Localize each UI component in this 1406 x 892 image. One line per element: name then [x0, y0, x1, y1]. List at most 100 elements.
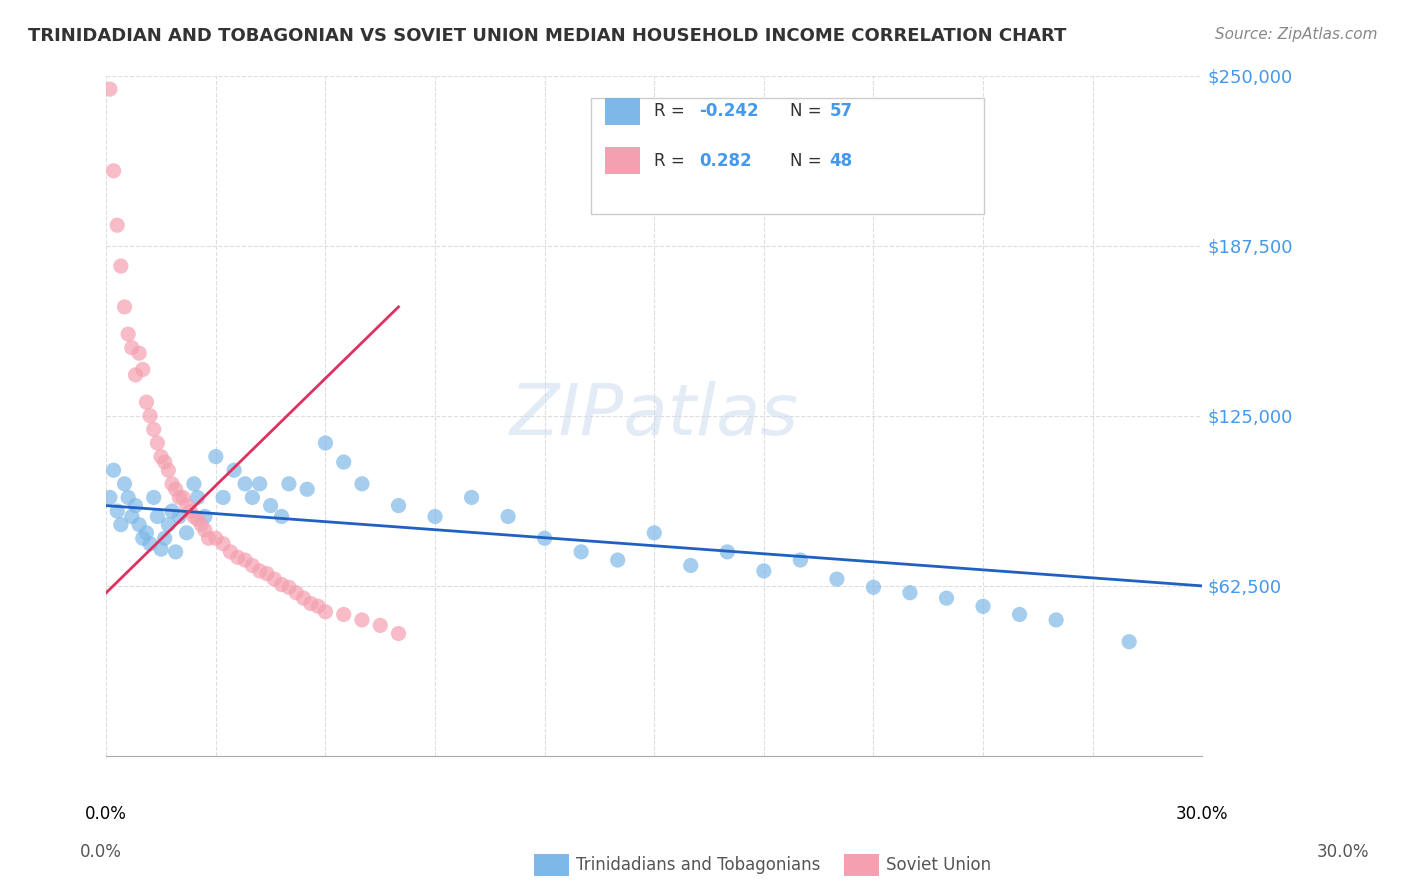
Point [135, 395, 157, 409]
Point [150, 542, 173, 557]
Point [350, 476, 373, 491]
Point [124, 368, 146, 382]
Text: 0.282: 0.282 [699, 152, 751, 169]
Point [114, 300, 136, 314]
Text: ZIPatlas: ZIPatlas [510, 381, 799, 450]
Point [219, 545, 242, 559]
Point [117, 491, 139, 505]
Point [128, 517, 150, 532]
Point [295, 483, 318, 497]
Point [176, 525, 198, 540]
Point [332, 607, 354, 622]
Text: N =: N = [790, 103, 827, 120]
Point [898, 585, 921, 599]
Point [179, 504, 201, 518]
Point [972, 599, 994, 614]
Point [105, 504, 128, 518]
Point [132, 362, 155, 376]
Point [139, 537, 162, 551]
Point [103, 463, 125, 477]
Point [146, 436, 169, 450]
Text: R =: R = [654, 103, 690, 120]
Point [249, 564, 271, 578]
Point [716, 545, 738, 559]
Point [935, 591, 957, 606]
Point [135, 525, 157, 540]
Point [825, 572, 848, 586]
Point [862, 580, 884, 594]
Point [160, 476, 183, 491]
Point [183, 476, 205, 491]
Point [643, 525, 665, 540]
Point [150, 450, 173, 464]
Point [387, 499, 409, 513]
Point [205, 531, 228, 545]
Point [124, 499, 146, 513]
Point [183, 509, 205, 524]
Point [146, 509, 169, 524]
Point [368, 618, 391, 632]
Point [121, 509, 143, 524]
Point [606, 553, 628, 567]
Point [270, 577, 292, 591]
Point [263, 572, 285, 586]
Text: 30.0%: 30.0% [1316, 843, 1369, 861]
Point [233, 553, 256, 567]
Point [314, 436, 336, 450]
Point [292, 591, 315, 606]
Point [98, 82, 121, 96]
Point [128, 346, 150, 360]
Text: N =: N = [790, 152, 827, 169]
Point [679, 558, 702, 573]
Text: -0.242: -0.242 [699, 103, 758, 120]
Point [249, 476, 271, 491]
Text: 48: 48 [830, 152, 852, 169]
Text: 0.0%: 0.0% [86, 805, 127, 823]
Point [1045, 613, 1067, 627]
Point [194, 509, 217, 524]
Point [105, 219, 128, 233]
Point [98, 491, 121, 505]
Point [187, 512, 209, 526]
Point [153, 455, 176, 469]
Point [387, 626, 409, 640]
Point [187, 491, 209, 505]
Point [256, 566, 278, 581]
Point [270, 509, 292, 524]
Point [259, 499, 281, 513]
Point [169, 491, 191, 505]
Point [142, 422, 165, 436]
Point [1008, 607, 1031, 622]
Point [172, 491, 194, 505]
Point [307, 599, 329, 614]
Point [110, 517, 132, 532]
Point [132, 531, 155, 545]
Point [212, 537, 235, 551]
Point [212, 491, 235, 505]
Point [117, 327, 139, 342]
Text: TRINIDADIAN AND TOBAGONIAN VS SOVIET UNION MEDIAN HOUSEHOLD INCOME CORRELATION C: TRINIDADIAN AND TOBAGONIAN VS SOVIET UNI… [28, 27, 1067, 45]
Point [110, 259, 132, 273]
Point [176, 499, 198, 513]
Point [332, 455, 354, 469]
Point [350, 613, 373, 627]
Point [157, 517, 180, 532]
Text: Soviet Union: Soviet Union [886, 856, 991, 874]
Point [205, 450, 228, 464]
Point [277, 580, 299, 594]
Point [752, 564, 775, 578]
Point [285, 585, 308, 599]
Text: R =: R = [654, 152, 695, 169]
Point [194, 523, 217, 537]
Point [240, 491, 263, 505]
Point [160, 504, 183, 518]
Point [165, 545, 187, 559]
Point [142, 491, 165, 505]
Point [533, 531, 555, 545]
Point [496, 509, 519, 524]
Text: Source: ZipAtlas.com: Source: ZipAtlas.com [1215, 27, 1378, 42]
Point [224, 463, 246, 477]
Point [789, 553, 811, 567]
Point [103, 163, 125, 178]
Point [153, 531, 176, 545]
